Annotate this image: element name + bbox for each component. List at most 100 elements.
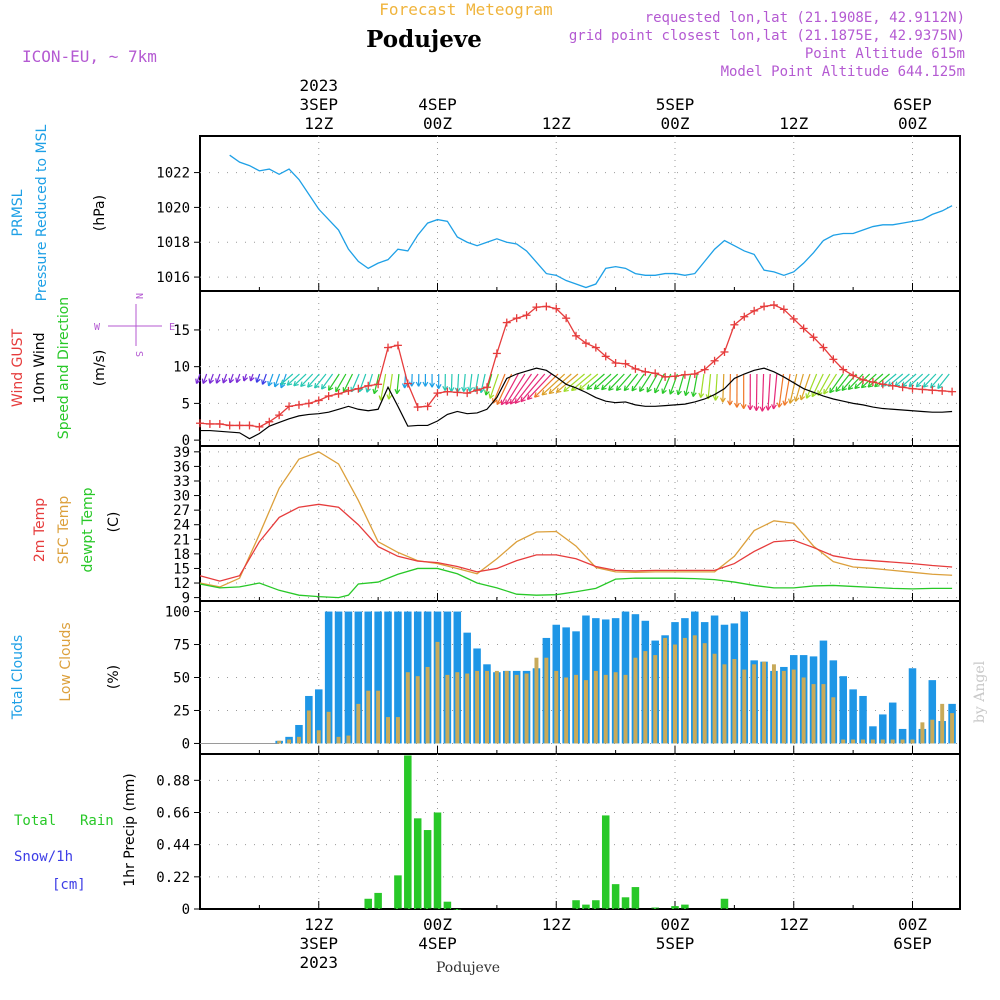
wind-arrow (261, 373, 267, 385)
total-cloud-bar (859, 695, 867, 744)
time-axis-label: 12Z (542, 114, 571, 133)
wind-arrow-head (196, 379, 201, 385)
rain-bar (651, 907, 659, 909)
wind-arrow-head (727, 400, 731, 406)
wind-arrow-head (615, 385, 619, 391)
wind-arrow-head (418, 381, 422, 387)
wind-arrow (280, 373, 294, 385)
low-cloud-bar (346, 735, 351, 744)
wind-arrow-head (202, 379, 208, 385)
wind-arrow-head (201, 378, 204, 384)
total-cloud-bar (869, 726, 877, 744)
wind-arrow-head (829, 387, 831, 393)
low-cloud-bar (475, 670, 480, 744)
wind-arrow-head (601, 384, 604, 390)
temp-grid (200, 446, 960, 601)
low-cloud-bar (633, 657, 638, 744)
wind-arrow (474, 373, 480, 392)
time-axis-label: 00Z (898, 915, 927, 934)
pressure-label-prmsl: PRMSL (10, 189, 26, 236)
low-cloud-bar (801, 677, 806, 744)
time-axis-label: 6SEP (893, 95, 932, 114)
low-cloud-bar (930, 719, 935, 744)
total-cloud-bar (374, 611, 382, 744)
wind-arrows (195, 373, 950, 412)
pressure-panel: 1016 1018 1020 1022 (156, 135, 961, 292)
wind-arrow (335, 373, 347, 392)
wind-arrow (623, 373, 639, 391)
wind-arrow-head (335, 388, 341, 393)
wind-arrow (300, 373, 314, 387)
wind-arrow-head (273, 381, 276, 388)
wind-arrow-head (256, 378, 261, 383)
low-cloud-bar (465, 673, 470, 744)
location-title: Podujeve (366, 26, 482, 53)
rain-bar (413, 818, 422, 909)
wind-arrow-head (401, 383, 406, 389)
wind-arrow-head (782, 400, 786, 406)
total-cloud-bar (928, 680, 937, 744)
t2m-series (199, 503, 953, 582)
temp-ytick-label: 24 (173, 518, 190, 534)
low-cloud-bar (574, 674, 579, 744)
wind-arrow-head (422, 381, 426, 387)
wind-arrow (823, 373, 838, 395)
wind-arrow-head (307, 382, 310, 388)
rain-bar (671, 906, 679, 909)
wind-arrow-head (404, 383, 408, 389)
wind-arrow-head (755, 406, 760, 411)
time-axis-label: 3SEP (299, 934, 338, 953)
rain-bar (433, 812, 442, 909)
wind-arrow (527, 373, 552, 400)
rain-bar (394, 875, 402, 909)
wind-arrow (794, 373, 804, 402)
wind-arrow-head (274, 383, 280, 388)
wind-arrow-head (496, 401, 502, 406)
wind-arrow (722, 373, 725, 403)
low-cloud-bar (316, 730, 321, 744)
pressure-grid (200, 136, 960, 291)
precip-ytick-label: 0.66 (156, 805, 190, 821)
temp-ytick-label: 36 (173, 459, 190, 475)
wind-arrow-head (776, 402, 780, 408)
wind-arrow-head (293, 380, 296, 387)
temp-label-sfc: SFC Temp (56, 496, 72, 565)
wind-arrow-head (509, 399, 512, 405)
rain-bar (601, 815, 610, 909)
wind-arrow-head (286, 380, 290, 386)
low-cloud-bar (405, 672, 410, 744)
wind-arrow-head (761, 406, 766, 412)
precip-ytick-label: 0.88 (156, 773, 190, 789)
low-cloud-bar (831, 697, 836, 744)
wind-arrow (280, 373, 287, 389)
wind-arrow-head (280, 379, 284, 385)
wind-arrow-head (216, 379, 221, 384)
wind-arrow-head (262, 380, 267, 385)
low-cloud-bar (722, 664, 727, 744)
dewpt-series (199, 567, 953, 599)
time-axis-label: 00Z (423, 114, 452, 133)
wind-arrow-head (915, 381, 919, 387)
wind-arrow-head (209, 379, 214, 384)
wind-arrow-head (683, 390, 687, 396)
precip-panel-frame (199, 753, 961, 910)
wind-arrow-head (937, 385, 943, 389)
wind-arrow-head (228, 377, 231, 383)
wind-arrow-head (867, 385, 874, 388)
wind-arrow-head (639, 388, 645, 392)
wind-arrow (578, 373, 599, 391)
wind-arrow-head (841, 385, 844, 391)
wind-ytick-label: 10 (173, 360, 190, 376)
model-altitude: Model Point Altitude 644.125m (721, 64, 965, 80)
wind-arrow-head (534, 395, 540, 398)
low-cloud-bar (821, 684, 826, 744)
wind-arrow (350, 373, 360, 393)
wind-arrow-head (669, 390, 675, 395)
gust-series (199, 304, 953, 428)
wind-arrow-head (676, 389, 679, 395)
wind-arrow-head (608, 388, 614, 391)
wind-arrow-head (874, 385, 880, 388)
precip-panel: 0 0.22 0.44 0.66 0.88 (156, 753, 961, 918)
low-cloud-bar (425, 666, 430, 744)
wind-arrow-head (321, 386, 327, 390)
